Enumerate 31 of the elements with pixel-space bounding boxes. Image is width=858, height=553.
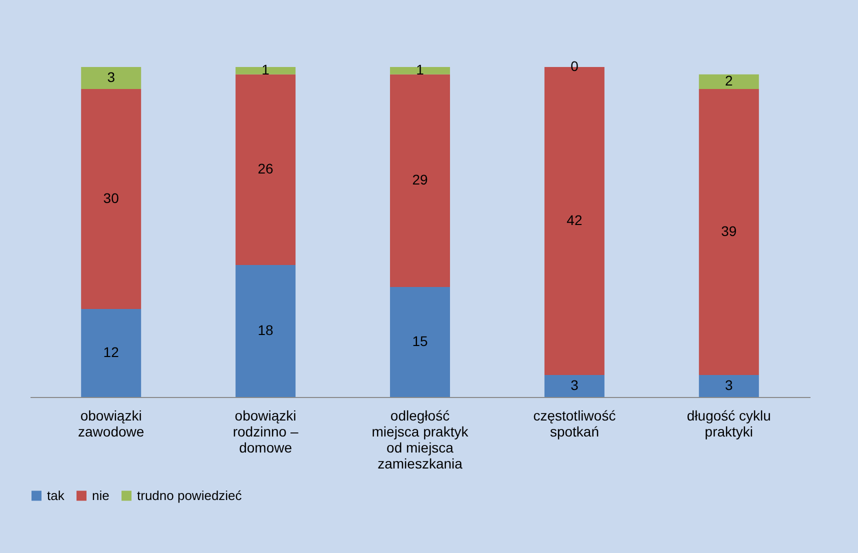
bar — [544, 375, 604, 397]
bar — [390, 287, 450, 397]
bar — [81, 309, 142, 397]
data-label: 2 — [725, 72, 734, 89]
bar — [698, 74, 759, 89]
data-label: 29 — [412, 172, 428, 188]
legend-label: trudno powiedzieć — [137, 488, 242, 503]
x-tick-label: odległość miejsca praktyk od miejsca zamieszkania — [372, 408, 470, 472]
data-label: 30 — [103, 190, 120, 206]
data-label: 12 — [103, 344, 120, 360]
data-label: 3 — [107, 69, 116, 85]
data-label: 3 — [725, 377, 734, 393]
data-label: 15 — [412, 333, 428, 349]
data-label: 18 — [258, 322, 274, 338]
bar — [698, 375, 759, 397]
bar — [236, 74, 296, 265]
x-tick-label: obowiązki zawodowe — [78, 408, 144, 440]
x-tick-label: obowiązki rodzinno – domowe — [232, 408, 298, 456]
data-label: 26 — [258, 160, 274, 177]
legend-label: nie — [92, 488, 110, 503]
bar — [698, 89, 759, 375]
bar — [81, 89, 142, 309]
x-tick-label: częstotliwość spotkań — [533, 408, 616, 440]
bar — [81, 67, 142, 89]
data-label: 3 — [570, 377, 579, 393]
bar — [390, 74, 450, 287]
x-tick-label: długość cyklu praktyki — [686, 408, 771, 440]
legend-label: tak — [47, 488, 65, 503]
bar — [236, 265, 296, 397]
data-label: 39 — [721, 223, 737, 239]
data-label: 42 — [566, 212, 582, 228]
